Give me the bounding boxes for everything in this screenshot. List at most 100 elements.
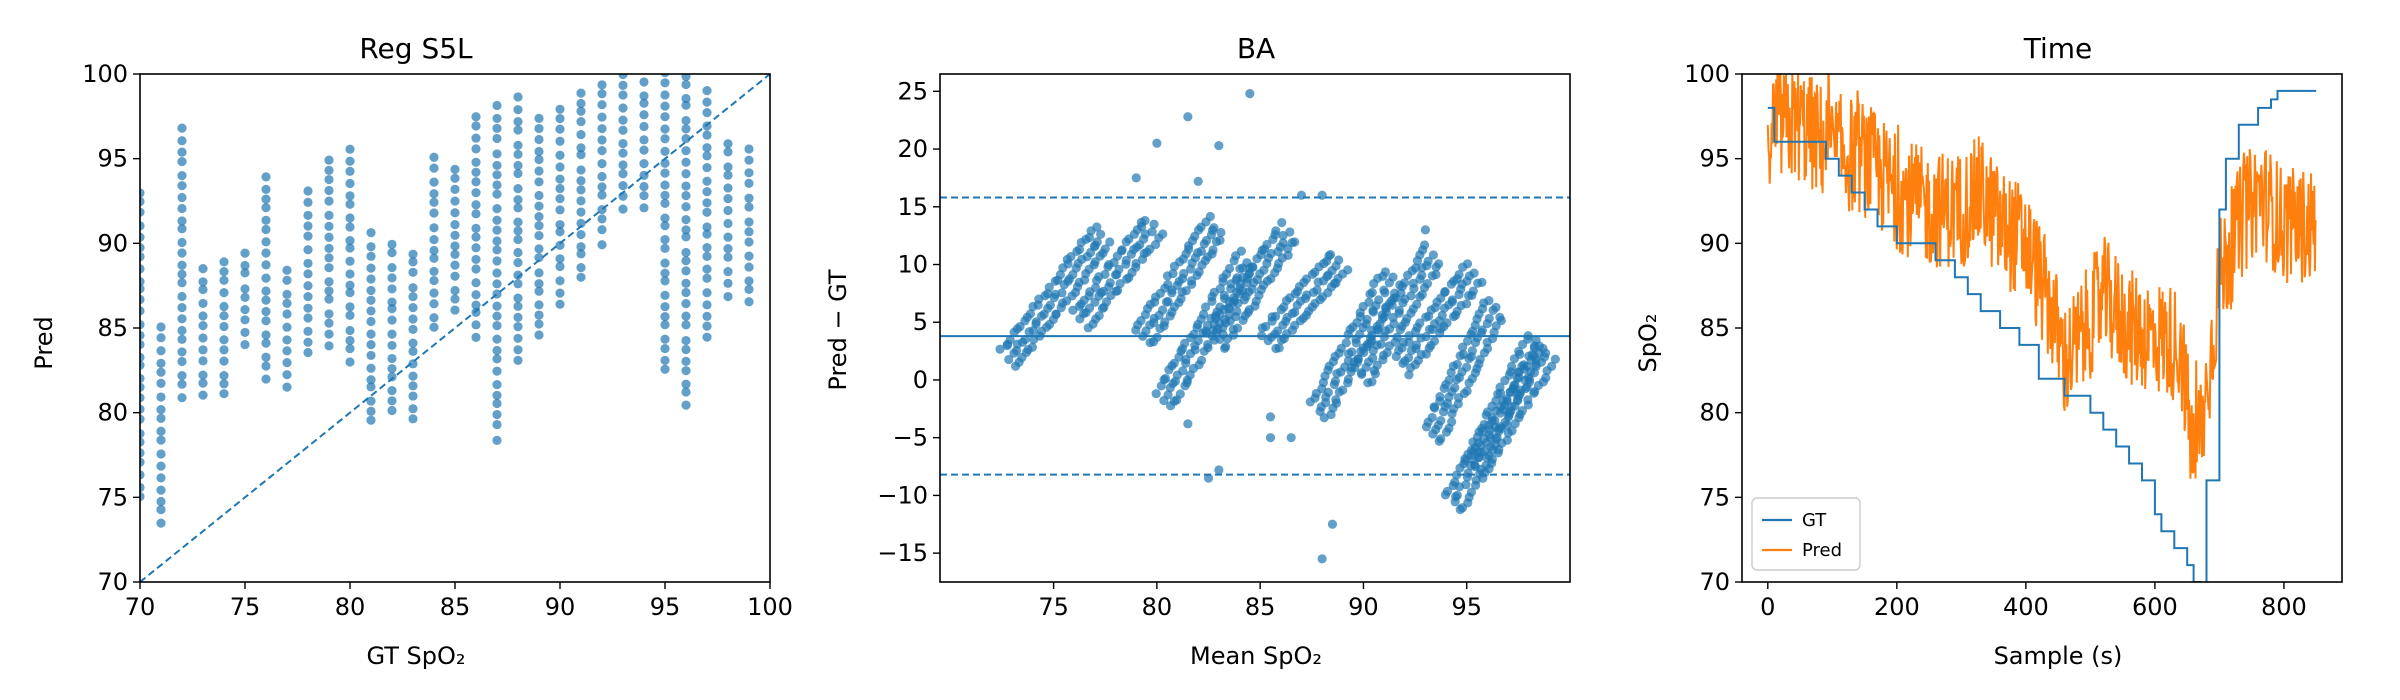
scatter-point bbox=[1066, 252, 1076, 262]
scatter-point bbox=[387, 396, 397, 406]
scatter-point bbox=[156, 473, 166, 483]
scatter-point bbox=[702, 176, 712, 186]
scatter-point bbox=[450, 184, 460, 194]
scatter-point bbox=[1419, 240, 1430, 250]
scatter-point bbox=[576, 116, 586, 127]
scatter-point bbox=[198, 321, 208, 331]
scatter-point bbox=[660, 320, 670, 330]
scatter-point bbox=[660, 90, 670, 100]
scatter-point bbox=[639, 121, 649, 132]
scatter-point bbox=[282, 382, 292, 392]
scatter-point bbox=[513, 140, 523, 151]
scatter-point bbox=[366, 306, 376, 316]
scatter-point bbox=[261, 352, 271, 362]
scatter-point bbox=[324, 210, 334, 220]
scatter-point bbox=[660, 180, 670, 190]
scatter-point bbox=[1319, 413, 1329, 423]
scatter-point bbox=[702, 321, 712, 331]
scatter-point bbox=[198, 378, 208, 388]
x-tick-label: 600 bbox=[2132, 593, 2178, 621]
scatter-point bbox=[534, 279, 544, 289]
scatter-point bbox=[723, 267, 733, 277]
scatter-point bbox=[177, 334, 187, 344]
scatter-point bbox=[140, 221, 145, 231]
scatter-point bbox=[261, 184, 271, 194]
scatter-point bbox=[534, 146, 544, 157]
scatter-point bbox=[303, 291, 313, 302]
scatter-point bbox=[1183, 112, 1193, 122]
scatter-point bbox=[1193, 335, 1203, 346]
y-axis-label: Pred bbox=[30, 316, 58, 369]
scatter-point bbox=[1074, 244, 1085, 255]
scatter-point bbox=[1447, 295, 1457, 305]
scatter-point bbox=[156, 426, 166, 436]
scatter-point bbox=[1417, 270, 1427, 280]
scatter-point bbox=[387, 284, 397, 294]
scatter-point bbox=[471, 290, 481, 300]
scatter-point bbox=[1447, 417, 1457, 427]
scatter-point bbox=[366, 263, 376, 273]
scatter-point bbox=[324, 286, 334, 296]
scatter-point bbox=[345, 144, 355, 154]
scatter-point bbox=[660, 198, 670, 208]
scatter-point bbox=[492, 204, 502, 214]
scatter-point bbox=[660, 243, 670, 253]
scatter-point bbox=[1411, 340, 1422, 350]
scatter-point bbox=[618, 90, 628, 100]
scatter-point bbox=[618, 125, 628, 135]
scatter-point bbox=[387, 340, 397, 351]
scatter-point bbox=[177, 248, 187, 258]
scatter-point bbox=[660, 258, 670, 268]
scatter-point bbox=[219, 345, 229, 355]
scatter-point bbox=[324, 318, 334, 328]
scatter-point bbox=[1491, 302, 1501, 312]
scatter-point bbox=[408, 249, 418, 259]
scatter-point bbox=[1485, 433, 1496, 443]
y-tick-label: 85 bbox=[97, 314, 128, 342]
x-tick-label: 75 bbox=[1038, 593, 1069, 621]
scatter-point bbox=[345, 269, 355, 279]
scatter-point bbox=[576, 130, 586, 140]
scatter-point bbox=[366, 375, 376, 385]
scatter-point bbox=[471, 200, 481, 210]
scatter-point bbox=[513, 105, 523, 115]
scatter-point bbox=[576, 106, 586, 116]
scatter-point bbox=[1495, 382, 1505, 392]
y-tick-label: 75 bbox=[97, 483, 128, 511]
scatter-point bbox=[282, 289, 292, 299]
scatter-point bbox=[660, 78, 670, 88]
scatter-point bbox=[366, 396, 376, 406]
scatter-point bbox=[1479, 434, 1489, 444]
scatter-point bbox=[597, 190, 607, 200]
scatter-point bbox=[140, 382, 145, 392]
scatter-point bbox=[1388, 272, 1398, 282]
scatter-point bbox=[555, 113, 565, 124]
scatter-point bbox=[576, 263, 586, 273]
scatter-point bbox=[513, 168, 523, 179]
scatter-point bbox=[513, 160, 523, 171]
scatter-point bbox=[534, 211, 544, 222]
scatter-point bbox=[1151, 389, 1161, 399]
scatter-point bbox=[140, 437, 145, 447]
scatter-point bbox=[345, 156, 355, 166]
scatter-point bbox=[513, 247, 523, 258]
scatter-point bbox=[1452, 359, 1462, 369]
scatter-point bbox=[1514, 346, 1524, 356]
scatter-point bbox=[723, 244, 733, 254]
scatter-point bbox=[513, 125, 523, 135]
scatter-point bbox=[219, 389, 229, 399]
scatter-point bbox=[555, 288, 565, 298]
scatter-point bbox=[324, 232, 334, 242]
scatter-point bbox=[492, 334, 502, 344]
scatter-point bbox=[1283, 250, 1293, 261]
scatter-point bbox=[324, 221, 334, 231]
scatter-point bbox=[140, 414, 145, 424]
scatter-point bbox=[408, 283, 418, 293]
scatter-point bbox=[1271, 226, 1281, 236]
scatter-point bbox=[681, 93, 691, 104]
scatter-point bbox=[660, 168, 670, 178]
scatter-point bbox=[471, 167, 481, 177]
scatter-point bbox=[492, 236, 502, 246]
scatter-point bbox=[534, 244, 544, 254]
panel-time-series: Time 0 200 400 600 800707580859095100GTPred … bbox=[1634, 32, 2343, 670]
